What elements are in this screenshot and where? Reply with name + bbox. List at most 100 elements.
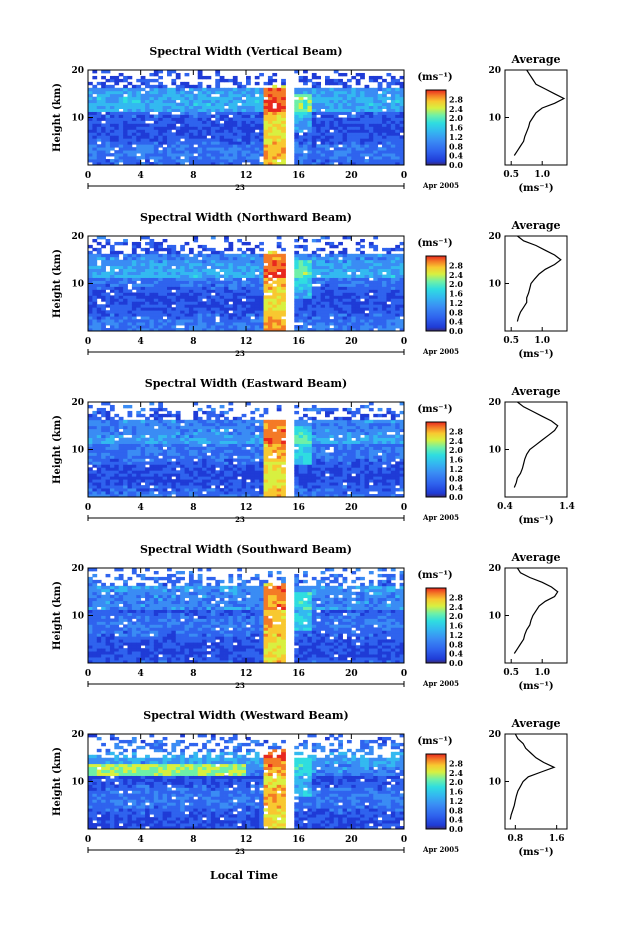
heatmap-cell <box>382 274 387 278</box>
heatmap-cell <box>254 277 260 281</box>
heatmap-cell <box>167 120 172 124</box>
heatmap-cell <box>206 93 212 98</box>
heatmap-cell <box>342 286 348 290</box>
heatmap-cell <box>254 292 260 296</box>
heatmap-cell <box>254 425 260 430</box>
heatmap-cell <box>105 259 111 264</box>
heatmap-cell <box>355 150 361 154</box>
heatmap-cell <box>145 247 150 252</box>
heatmap-cell <box>140 494 146 498</box>
heatmap-cell <box>197 274 203 278</box>
heatmap-cell <box>316 87 322 92</box>
heatmap-cell <box>202 328 207 332</box>
heatmap-cell <box>298 298 304 302</box>
heatmap-cell <box>105 286 111 290</box>
heatmap-cell <box>118 473 124 477</box>
heatmap-cell <box>377 114 383 118</box>
heatmap-cell <box>276 147 282 151</box>
heatmap-cell <box>351 132 357 136</box>
heatmap-cell <box>158 307 164 311</box>
heatmap-cell <box>246 470 251 474</box>
heatmap-cell <box>395 141 401 145</box>
heatmap-cell <box>294 271 300 275</box>
heatmap-cell <box>224 93 229 98</box>
heatmap-cell <box>364 159 370 163</box>
heatmap-cell <box>241 322 247 326</box>
heatmap-cell <box>303 102 308 107</box>
heatmap-cell <box>259 425 264 430</box>
heatmap-cell <box>101 322 106 326</box>
heatmap-cell <box>373 150 379 154</box>
heatmap-cell <box>114 90 120 95</box>
heatmap-cell <box>228 108 234 112</box>
heatmap-cell <box>373 247 379 252</box>
heatmap-cell <box>175 419 181 424</box>
heatmap-cell <box>232 494 238 498</box>
heatmap-cell <box>360 265 365 270</box>
heatmap-cell <box>333 81 339 86</box>
heatmap-cell <box>109 310 115 314</box>
heatmap-cell <box>228 102 234 107</box>
heatmap-cell <box>241 422 247 427</box>
heatmap-cell <box>399 81 405 86</box>
heatmap-cell <box>325 307 330 311</box>
heatmap-cell <box>250 156 256 160</box>
heatmap-cell <box>219 473 225 477</box>
heatmap-cell <box>118 488 124 492</box>
heatmap-cell <box>149 250 155 255</box>
heatmap-cell <box>162 461 168 465</box>
heatmap-cell <box>219 117 225 121</box>
heatmap-cell <box>311 310 317 314</box>
heatmap-cell <box>267 105 273 109</box>
heatmap-cell <box>316 75 322 80</box>
heatmap-cell <box>237 141 243 145</box>
heatmap-cell <box>390 253 396 258</box>
heatmap-cell <box>167 162 172 166</box>
heatmap-cell <box>219 87 225 92</box>
heatmap-cell <box>127 87 133 92</box>
heatmap-cell <box>351 262 357 267</box>
heatmap-cell <box>263 93 269 98</box>
heatmap-cell <box>206 271 212 275</box>
heatmap-cell <box>360 159 365 163</box>
heatmap-cell <box>210 443 216 447</box>
heatmap-cell <box>202 132 207 136</box>
heatmap-cell <box>105 271 111 275</box>
heatmap-cell <box>325 126 330 130</box>
heatmap-cell <box>210 247 216 252</box>
heatmap-cell <box>250 93 256 98</box>
heatmap-cell <box>131 120 137 124</box>
heatmap-cell <box>259 428 264 433</box>
heatmap-cell <box>184 467 190 471</box>
heatmap-cell <box>184 473 190 477</box>
heatmap-cell <box>149 322 155 326</box>
heatmap-cell <box>96 325 102 329</box>
heatmap-cell <box>123 283 128 287</box>
heatmap-cell <box>88 473 93 477</box>
heatmap-cell <box>254 114 260 118</box>
heatmap-cell <box>254 123 260 127</box>
heatmap-cell <box>373 138 379 142</box>
heatmap-cell <box>224 328 229 332</box>
heatmap-cell <box>109 452 115 456</box>
heatmap-cell <box>325 236 330 240</box>
heatmap-cell <box>184 117 190 121</box>
heatmap-cell <box>158 313 164 317</box>
heatmap-cell <box>109 129 115 133</box>
heatmap-cell <box>325 120 330 124</box>
heatmap-cell <box>180 271 185 275</box>
heatmap-cell <box>399 265 405 270</box>
heatmap-cell <box>241 434 247 439</box>
heatmap-cell <box>254 452 260 456</box>
heatmap-cell <box>355 241 361 246</box>
heatmap-cell <box>210 286 216 290</box>
heatmap-cell <box>267 78 273 83</box>
heatmap-cell <box>390 277 396 281</box>
heatmap-cell <box>92 458 98 462</box>
heatmap-cell <box>267 298 273 302</box>
heatmap-cell <box>272 117 278 121</box>
heatmap-cell <box>101 449 106 453</box>
heatmap-cell <box>259 479 264 483</box>
heatmap-cell <box>96 452 102 456</box>
heatmap-cell <box>167 159 172 163</box>
